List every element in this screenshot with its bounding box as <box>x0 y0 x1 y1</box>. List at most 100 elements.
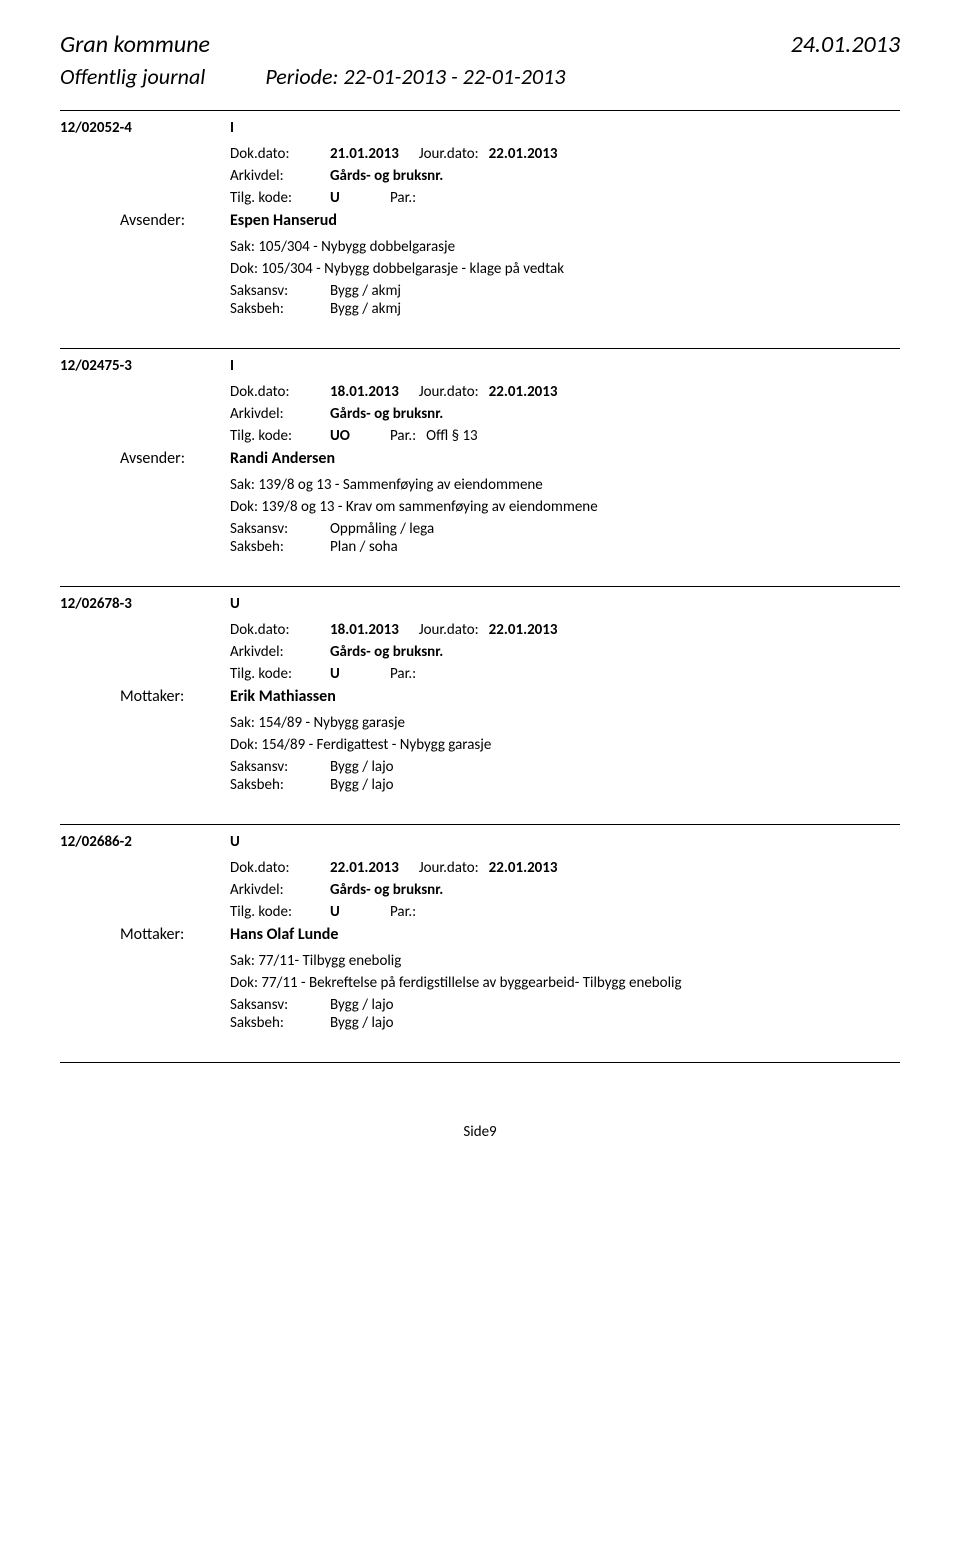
par-label: Par.: <box>390 427 416 445</box>
entry-body: Dok.dato: 18.01.2013 Jour.dato: 22.01.20… <box>230 383 900 445</box>
saksansv-label: Saksansv: <box>230 996 330 1014</box>
saksansv-value: Bygg / lajo <box>330 996 394 1014</box>
entry-divider <box>60 586 900 587</box>
jour-dato-value: 22.01.2013 <box>489 145 558 163</box>
dok-row: Dok: 77/11 - Bekreftelse på ferdigstille… <box>230 974 900 992</box>
page-number: Side9 <box>60 1123 900 1141</box>
dok-dato-value: 21.01.2013 <box>330 145 399 163</box>
arkivdel-label: Arkivdel: <box>230 405 330 423</box>
dok-label: Dok: <box>230 736 261 754</box>
arkivdel-row: Arkivdel: Gårds- og bruksnr. <box>230 405 900 423</box>
dok-value: 139/8 og 13 - Krav om sammenføying av ei… <box>261 498 597 516</box>
saksbeh-row: Saksbeh: Plan / soha <box>230 538 900 556</box>
sender-name: Espen Hanserud <box>230 211 337 230</box>
journal-entry: 12/02686-2 U Dok.dato: 22.01.2013 Jour.d… <box>60 824 900 1032</box>
saksansv-row: Saksansv: Bygg / akmj <box>230 282 900 300</box>
sak-value: 154/89 - Nybygg garasje <box>258 714 405 732</box>
sender-prefix: Mottaker: <box>120 925 230 944</box>
entry-type: I <box>230 119 234 137</box>
jour-dato-label: Jour.dato: <box>419 145 479 163</box>
dok-dato-row: Dok.dato: 18.01.2013 Jour.dato: 22.01.20… <box>230 621 900 639</box>
journal-title: Offentlig journal <box>60 63 205 90</box>
tilg-value: U <box>330 189 390 207</box>
dok-row: Dok: 139/8 og 13 - Krav om sammenføying … <box>230 498 900 516</box>
sak-label: Sak: <box>230 238 258 256</box>
dok-dato-value: 18.01.2013 <box>330 621 399 639</box>
journal-entry: 12/02052-4 I Dok.dato: 21.01.2013 Jour.d… <box>60 110 900 318</box>
saksbeh-label: Saksbeh: <box>230 776 330 794</box>
sender-row: Avsender: Randi Andersen <box>120 449 900 468</box>
saksansv-label: Saksansv: <box>230 758 330 776</box>
sak-row: Sak: 154/89 - Nybygg garasje <box>230 714 900 732</box>
sak-row: Sak: 105/304 - Nybygg dobbelgarasje <box>230 238 900 256</box>
saksbeh-label: Saksbeh: <box>230 1014 330 1032</box>
entry-body: Dok.dato: 22.01.2013 Jour.dato: 22.01.20… <box>230 859 900 921</box>
entry-header: 12/02678-3 U <box>60 595 900 613</box>
saksansv-value: Oppmåling / lega <box>330 520 434 538</box>
dok-label: Dok: <box>230 974 261 992</box>
dok-row: Dok: 105/304 - Nybygg dobbelgarasje - kl… <box>230 260 900 278</box>
bottom-divider <box>60 1062 900 1063</box>
entries-container: 12/02052-4 I Dok.dato: 21.01.2013 Jour.d… <box>60 110 900 1032</box>
par-label: Par.: <box>390 665 416 683</box>
sender-row: Mottaker: Hans Olaf Lunde <box>120 925 900 944</box>
sak-value: 139/8 og 13 - Sammenføying av eiendommen… <box>258 476 542 494</box>
sak-value: 105/304 - Nybygg dobbelgarasje <box>258 238 455 256</box>
dok-dato-label: Dok.dato: <box>230 859 330 877</box>
par-label: Par.: <box>390 189 416 207</box>
jour-dato-label: Jour.dato: <box>419 383 479 401</box>
sender-name: Erik Mathiassen <box>230 687 336 706</box>
detail-block: Sak: 139/8 og 13 - Sammenføying av eiend… <box>230 476 900 556</box>
arkivdel-value: Gårds- og bruksnr. <box>330 881 443 899</box>
sak-value: 77/11- Tilbygg enebolig <box>258 952 401 970</box>
tilg-label: Tilg. kode: <box>230 903 330 921</box>
jour-dato-value: 22.01.2013 <box>489 859 558 877</box>
entry-type: U <box>230 595 240 613</box>
sender-row: Mottaker: Erik Mathiassen <box>120 687 900 706</box>
jour-dato-label: Jour.dato: <box>419 859 479 877</box>
arkivdel-value: Gårds- og bruksnr. <box>330 167 443 185</box>
tilg-label: Tilg. kode: <box>230 189 330 207</box>
entry-type: U <box>230 833 240 851</box>
dok-dato-label: Dok.dato: <box>230 621 330 639</box>
dok-dato-row: Dok.dato: 21.01.2013 Jour.dato: 22.01.20… <box>230 145 900 163</box>
saksbeh-value: Bygg / akmj <box>330 300 401 318</box>
saksansv-value: Bygg / akmj <box>330 282 401 300</box>
sak-label: Sak: <box>230 476 258 494</box>
sender-row: Avsender: Espen Hanserud <box>120 211 900 230</box>
tilg-row: Tilg. kode: U Par.: <box>230 665 900 683</box>
saksbeh-row: Saksbeh: Bygg / lajo <box>230 776 900 794</box>
saksbeh-row: Saksbeh: Bygg / akmj <box>230 300 900 318</box>
par-label: Par.: <box>390 903 416 921</box>
saksansv-value: Bygg / lajo <box>330 758 394 776</box>
entry-type: I <box>230 357 234 375</box>
dok-value: 77/11 - Bekreftelse på ferdigstillelse a… <box>261 974 681 992</box>
jour-dato-value: 22.01.2013 <box>489 383 558 401</box>
tilg-row: Tilg. kode: U Par.: <box>230 903 900 921</box>
header-date: 24.01.2013 <box>791 30 900 59</box>
arkivdel-label: Arkivdel: <box>230 167 330 185</box>
sender-name: Hans Olaf Lunde <box>230 925 338 944</box>
tilg-value: U <box>330 665 390 683</box>
entry-header: 12/02052-4 I <box>60 119 900 137</box>
entry-id: 12/02678-3 <box>60 595 230 613</box>
sender-prefix: Avsender: <box>120 211 230 230</box>
jour-dato-value: 22.01.2013 <box>489 621 558 639</box>
page-subheader: Offentlig journal Periode: 22-01-2013 - … <box>60 63 900 90</box>
tilg-label: Tilg. kode: <box>230 427 330 445</box>
saksansv-row: Saksansv: Bygg / lajo <box>230 758 900 776</box>
entry-body: Dok.dato: 18.01.2013 Jour.dato: 22.01.20… <box>230 621 900 683</box>
dok-value: 154/89 - Ferdigattest - Nybygg garasje <box>261 736 491 754</box>
saksbeh-value: Bygg / lajo <box>330 776 394 794</box>
saksbeh-value: Plan / soha <box>330 538 398 556</box>
dok-value: 105/304 - Nybygg dobbelgarasje - klage p… <box>261 260 564 278</box>
saksansv-row: Saksansv: Bygg / lajo <box>230 996 900 1014</box>
dok-dato-row: Dok.dato: 22.01.2013 Jour.dato: 22.01.20… <box>230 859 900 877</box>
sender-name: Randi Andersen <box>230 449 335 468</box>
entry-divider <box>60 110 900 111</box>
dok-dato-label: Dok.dato: <box>230 145 330 163</box>
dok-label: Dok: <box>230 498 261 516</box>
saksansv-label: Saksansv: <box>230 282 330 300</box>
arkivdel-row: Arkivdel: Gårds- og bruksnr. <box>230 643 900 661</box>
detail-block: Sak: 105/304 - Nybygg dobbelgarasje Dok:… <box>230 238 900 318</box>
